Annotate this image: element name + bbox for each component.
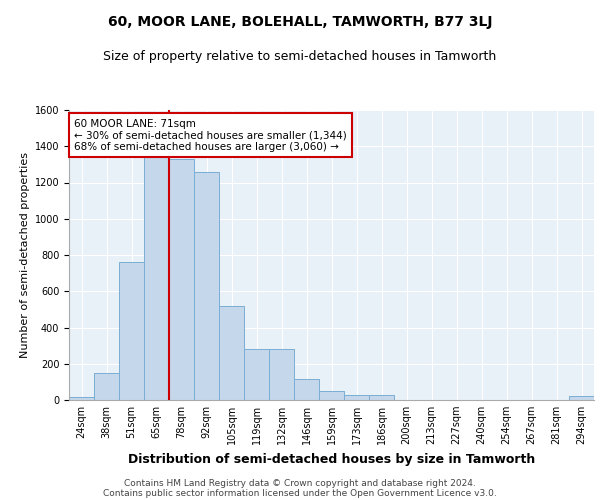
Text: 60, MOOR LANE, BOLEHALL, TAMWORTH, B77 3LJ: 60, MOOR LANE, BOLEHALL, TAMWORTH, B77 3… [108, 15, 492, 29]
Bar [269, 349, 294, 400]
Bar [144, 157, 169, 400]
X-axis label: Distribution of semi-detached houses by size in Tamworth: Distribution of semi-detached houses by … [128, 452, 535, 466]
Bar [169, 159, 194, 400]
Bar [219, 306, 244, 400]
Text: Size of property relative to semi-detached houses in Tamworth: Size of property relative to semi-detach… [103, 50, 497, 63]
Text: Contains public sector information licensed under the Open Government Licence v3: Contains public sector information licen… [103, 488, 497, 498]
Bar [369, 396, 394, 400]
Text: 60 MOOR LANE: 71sqm
← 30% of semi-detached houses are smaller (1,344)
68% of sem: 60 MOOR LANE: 71sqm ← 30% of semi-detach… [74, 118, 347, 152]
Bar [244, 349, 269, 400]
Bar [94, 373, 119, 400]
Bar [194, 172, 219, 400]
Y-axis label: Number of semi-detached properties: Number of semi-detached properties [20, 152, 31, 358]
Bar [344, 396, 369, 400]
Bar [69, 398, 94, 400]
Bar [294, 379, 319, 400]
Text: Contains HM Land Registry data © Crown copyright and database right 2024.: Contains HM Land Registry data © Crown c… [124, 478, 476, 488]
Bar [569, 396, 594, 400]
Bar [319, 391, 344, 400]
Bar [119, 262, 144, 400]
